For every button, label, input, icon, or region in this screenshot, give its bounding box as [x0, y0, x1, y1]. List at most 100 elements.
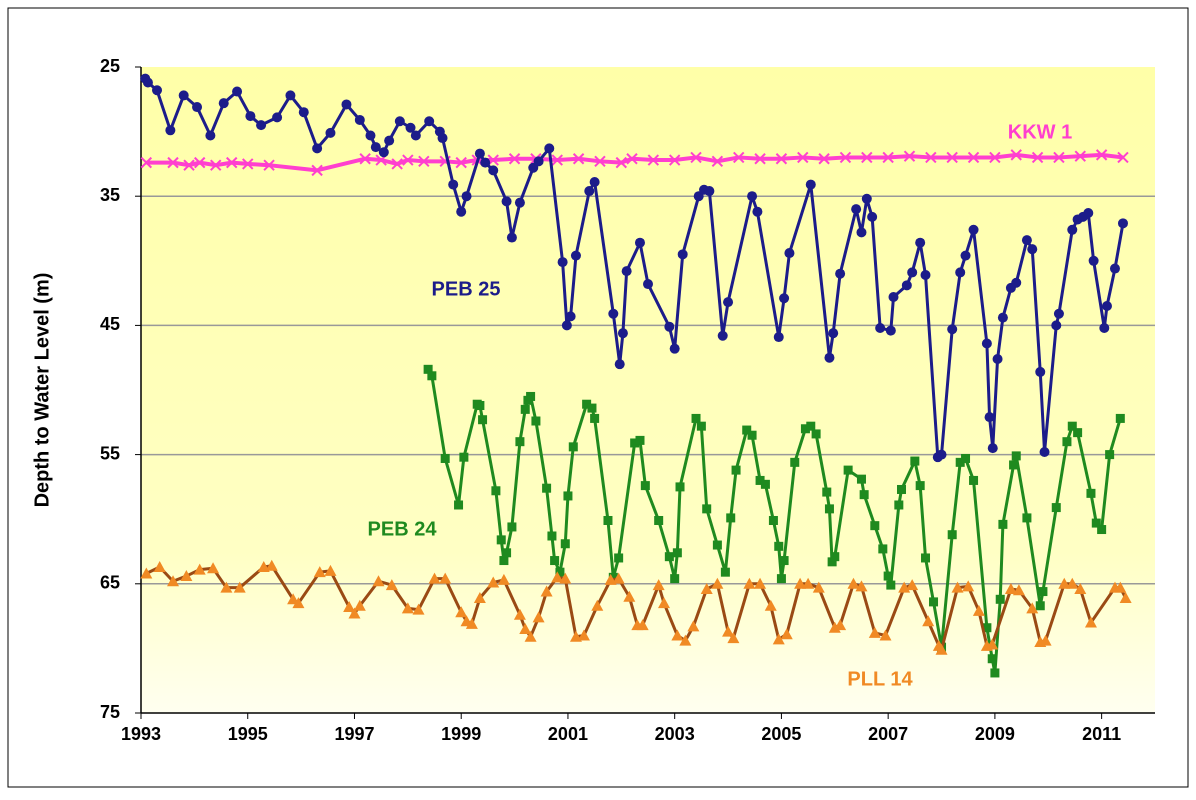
x-tick-label: 2003: [655, 724, 695, 744]
point: [474, 148, 485, 159]
point: [520, 404, 530, 414]
point: [180, 570, 193, 582]
point: [1067, 224, 1078, 235]
point: [702, 504, 712, 514]
point: [1083, 207, 1094, 218]
series-label: PEB 25: [432, 278, 501, 300]
series-label: KKW 1: [1008, 121, 1072, 143]
point: [324, 564, 337, 576]
point: [343, 601, 356, 613]
point: [636, 619, 649, 631]
point: [885, 325, 896, 336]
point: [614, 553, 624, 563]
point: [630, 438, 640, 448]
point: [617, 328, 628, 339]
point: [577, 629, 590, 641]
point: [775, 153, 788, 165]
point: [465, 617, 478, 629]
point: [167, 575, 180, 587]
point: [1022, 513, 1032, 523]
point: [1053, 308, 1064, 319]
point: [989, 151, 1001, 164]
point: [499, 556, 509, 566]
point: [936, 449, 947, 460]
point: [385, 579, 398, 591]
point: [515, 437, 525, 447]
point: [513, 608, 526, 620]
point: [875, 322, 886, 333]
point: [353, 599, 366, 611]
point: [754, 577, 767, 589]
point: [551, 571, 564, 583]
point: [779, 556, 789, 566]
point: [851, 204, 862, 215]
point: [652, 579, 665, 591]
point: [867, 211, 878, 222]
point: [475, 401, 485, 411]
point: [378, 147, 389, 158]
point: [635, 435, 645, 445]
point: [561, 320, 572, 331]
point: [497, 573, 510, 585]
point: [847, 577, 860, 589]
point: [480, 157, 491, 168]
point: [1021, 235, 1032, 246]
point: [835, 268, 846, 279]
point: [265, 559, 278, 571]
point: [664, 552, 674, 562]
point: [855, 580, 868, 592]
point: [747, 430, 757, 440]
point: [589, 176, 600, 187]
point: [822, 487, 832, 497]
point: [572, 153, 585, 165]
point: [797, 151, 809, 164]
point: [207, 562, 220, 574]
point: [915, 237, 926, 248]
y-tick-label: 35: [100, 185, 120, 205]
point: [354, 114, 365, 125]
point: [800, 424, 810, 434]
point: [1086, 488, 1096, 498]
point: [752, 206, 763, 217]
point: [391, 158, 403, 170]
point: [626, 153, 638, 165]
point: [1101, 301, 1112, 312]
point: [955, 267, 966, 278]
point: [487, 576, 500, 588]
point: [731, 465, 741, 475]
point: [478, 415, 488, 425]
point: [1119, 592, 1132, 604]
point: [925, 151, 937, 164]
point: [922, 615, 935, 627]
point: [711, 155, 724, 168]
point: [496, 535, 506, 545]
point: [348, 607, 361, 619]
point: [947, 324, 958, 335]
point: [245, 111, 256, 122]
point: [967, 151, 980, 164]
point: [946, 151, 958, 164]
point: [773, 332, 784, 343]
point: [531, 416, 541, 426]
point: [712, 540, 722, 550]
point: [687, 620, 700, 632]
point: [794, 577, 807, 589]
point: [540, 585, 553, 597]
point: [454, 500, 464, 510]
point: [448, 179, 459, 190]
point: [920, 270, 931, 281]
point: [1117, 151, 1129, 164]
point: [947, 530, 957, 540]
point: [394, 116, 405, 127]
point: [951, 581, 964, 593]
point: [700, 582, 713, 594]
point: [532, 611, 545, 623]
point: [263, 159, 275, 171]
point: [563, 491, 573, 501]
point: [921, 553, 931, 563]
point: [1026, 602, 1039, 614]
point: [298, 107, 309, 118]
point: [455, 606, 468, 618]
point: [365, 130, 376, 141]
point: [1031, 151, 1044, 164]
